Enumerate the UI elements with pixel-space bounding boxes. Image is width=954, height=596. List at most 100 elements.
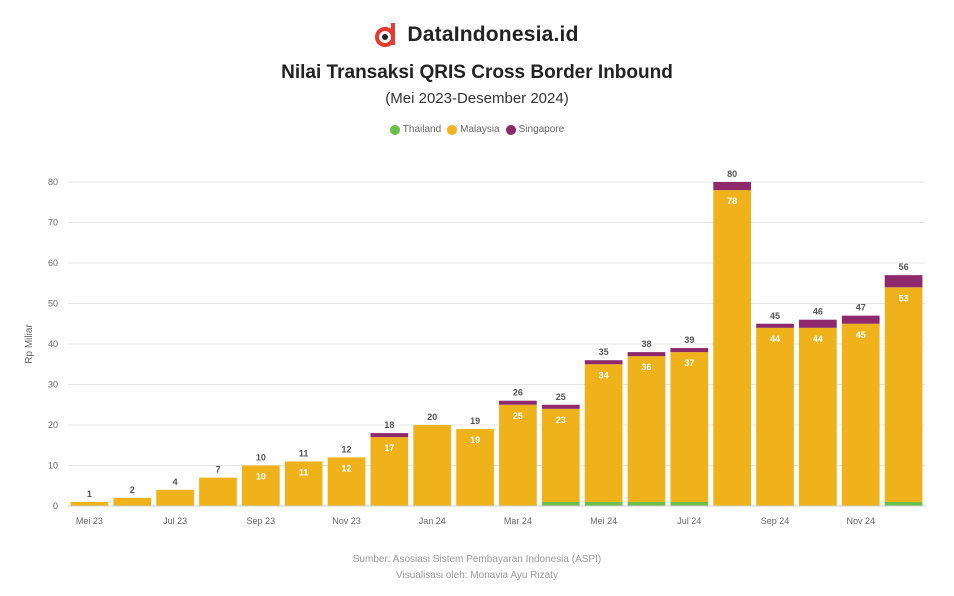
- total-label: 11: [299, 448, 309, 458]
- inner-label: 19: [470, 435, 480, 445]
- total-label: 12: [342, 444, 352, 454]
- legend-item-singapore[interactable]: Singapore: [505, 124, 565, 135]
- bar-thailand: [884, 501, 923, 506]
- legend-label-singapore: Singapore: [518, 124, 565, 135]
- chart-title: Nilai Transaksi QRIS Cross Border Inboun…: [281, 62, 673, 83]
- x-tick-label: Jul 24: [677, 516, 701, 526]
- x-tick-label: Sep 24: [761, 516, 790, 526]
- bar-singapore: [541, 404, 580, 409]
- total-label: 19: [470, 416, 480, 426]
- total-label: 1: [87, 489, 92, 499]
- bar-malaysia: [370, 437, 409, 506]
- chart-legend: Thailand Malaysia Singapore: [0, 124, 954, 135]
- bar-singapore: [713, 182, 752, 191]
- chart-subtitle: (Mei 2023-Desember 2024): [385, 90, 569, 107]
- inner-label: 34: [599, 370, 609, 380]
- bar-thailand: [670, 501, 709, 506]
- bar-singapore: [499, 400, 537, 405]
- bar-malaysia: [841, 323, 880, 506]
- total-label: 45: [770, 311, 780, 321]
- legend-item-thailand[interactable]: Thailand: [389, 124, 442, 135]
- bar-thailand: [541, 501, 580, 506]
- y-tick-label: 40: [48, 339, 58, 349]
- bar-malaysia: [670, 352, 709, 502]
- legend-swatch-malaysia: [447, 124, 458, 135]
- x-tick-label: Sep 23: [247, 516, 276, 526]
- y-axis-label: Rp Miliar: [24, 324, 35, 364]
- total-label: 25: [556, 392, 566, 402]
- bar-malaysia: [156, 489, 194, 506]
- y-tick-label: 80: [48, 177, 58, 187]
- bar-malaysia: [113, 497, 152, 506]
- bar-malaysia: [584, 364, 623, 502]
- inner-label: 44: [770, 334, 780, 344]
- bar-malaysia: [627, 356, 666, 502]
- inner-label: 36: [641, 362, 651, 372]
- bar-singapore: [370, 433, 409, 438]
- inner-label: 11: [299, 467, 309, 477]
- bar-thailand: [584, 501, 623, 506]
- legend-label-malaysia: Malaysia: [460, 124, 500, 135]
- total-label: 10: [256, 453, 266, 463]
- bar-malaysia: [199, 477, 237, 506]
- total-label: 56: [899, 262, 909, 272]
- bar-malaysia: [327, 457, 366, 506]
- total-label: 39: [684, 335, 694, 345]
- bar-malaysia: [756, 327, 794, 506]
- y-tick-label: 50: [48, 299, 58, 309]
- brand-name: DataIndonesia.id: [407, 23, 579, 46]
- total-label: 2: [130, 485, 135, 495]
- bar-malaysia: [241, 465, 280, 506]
- inner-label: 23: [556, 415, 566, 425]
- bar-malaysia: [413, 425, 452, 506]
- total-label: 46: [813, 307, 823, 317]
- total-label: 7: [215, 465, 220, 475]
- x-tick-label: Mar 24: [504, 516, 532, 526]
- x-tick-label: Nov 23: [332, 516, 361, 526]
- bar-malaysia: [884, 287, 923, 502]
- x-tick-label: Nov 24: [846, 516, 875, 526]
- legend-swatch-singapore: [505, 124, 516, 135]
- inner-label: 12: [342, 463, 352, 473]
- inner-label: 45: [856, 330, 866, 340]
- bar-singapore: [884, 275, 923, 288]
- total-label: 4: [173, 477, 178, 487]
- bar-malaysia: [499, 404, 537, 506]
- total-label: 18: [384, 420, 394, 430]
- total-label: 38: [641, 339, 651, 349]
- bar-singapore: [584, 360, 623, 365]
- bar-malaysia: [456, 429, 494, 506]
- y-tick-label: 60: [48, 258, 58, 268]
- bar-malaysia: [70, 501, 109, 506]
- legend-label-thailand: Thailand: [402, 124, 442, 135]
- bar-singapore: [670, 348, 709, 353]
- chart-footer: Sumber: Asosiasi Sistem Pembayaran Indon…: [0, 552, 954, 584]
- bar-singapore: [756, 323, 794, 328]
- brand-header: DataIndonesia.id: [0, 20, 954, 50]
- visualization-credit: Visualisasi oleh: Monavia Ayu Rizaty: [396, 570, 558, 581]
- y-tick-label: 30: [48, 380, 58, 390]
- x-tick-label: Jul 23: [163, 516, 187, 526]
- bar-singapore: [627, 352, 666, 357]
- total-label: 20: [427, 412, 437, 422]
- inner-label: 78: [727, 196, 737, 206]
- total-label: 35: [599, 347, 609, 357]
- legend-item-malaysia[interactable]: Malaysia: [447, 124, 500, 135]
- y-tick-label: 20: [48, 420, 58, 430]
- stacked-bar-chart: 0 10 20 30 40 50 60 70 80 Rp Miliar 1 Mei 23 2 4 Jul 2…: [24, 169, 925, 526]
- bar-thailand: [627, 501, 666, 506]
- total-label: 80: [727, 169, 737, 179]
- y-tick-label: 0: [53, 501, 58, 511]
- y-tick-label: 70: [48, 218, 58, 228]
- source-note: Sumber: Asosiasi Sistem Pembayaran Indon…: [352, 554, 602, 565]
- bar-singapore: [799, 319, 837, 328]
- bar-malaysia: [541, 408, 580, 502]
- x-tick-label: Mei 23: [76, 516, 103, 526]
- x-tick-label: Jan 24: [419, 516, 446, 526]
- bar-malaysia: [284, 461, 323, 506]
- bar-malaysia: [713, 190, 752, 506]
- dataindonesia-logo-icon: [375, 23, 396, 47]
- y-tick-label: 10: [48, 461, 58, 471]
- inner-label: 37: [684, 358, 694, 368]
- inner-label: 53: [899, 293, 909, 303]
